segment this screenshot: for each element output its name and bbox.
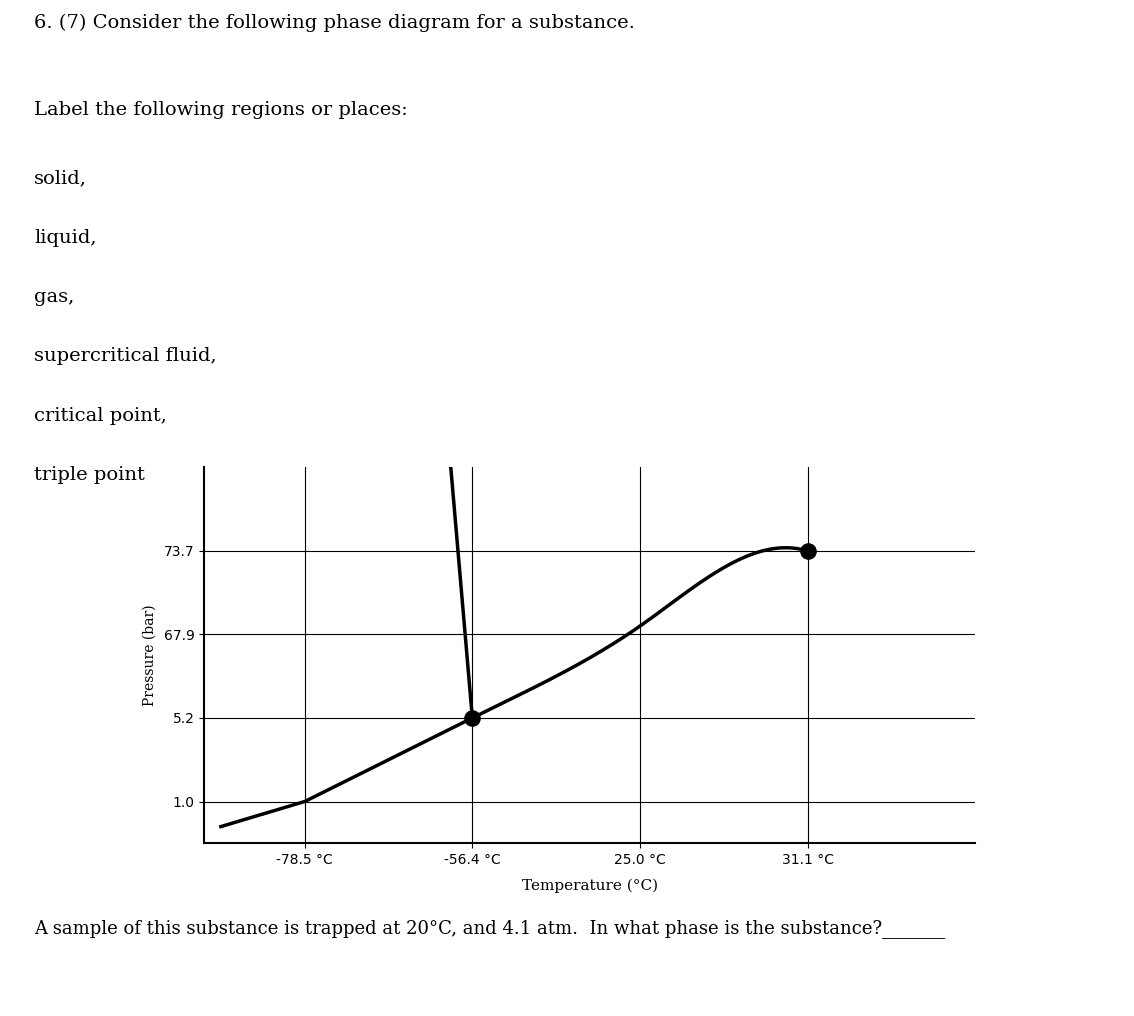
Point [464,710,482,726]
Point [798,543,816,559]
Text: A sample of this substance is trapped at 20°C, and 4.1 atm.  In what phase is th: A sample of this substance is trapped at… [34,919,945,939]
Text: solid,: solid, [34,169,87,187]
Text: liquid,: liquid, [34,229,96,247]
Text: gas,: gas, [34,289,74,306]
Y-axis label: Pressure (bar): Pressure (bar) [143,605,156,706]
Text: supercritical fluid,: supercritical fluid, [34,347,217,366]
Text: triple point: triple point [34,466,145,485]
Text: 6. (7) Consider the following phase diagram for a substance.: 6. (7) Consider the following phase diag… [34,14,635,31]
X-axis label: Temperature (°C): Temperature (°C) [522,878,658,892]
Text: Label the following regions or places:: Label the following regions or places: [34,101,408,119]
Text: critical point,: critical point, [34,406,167,425]
